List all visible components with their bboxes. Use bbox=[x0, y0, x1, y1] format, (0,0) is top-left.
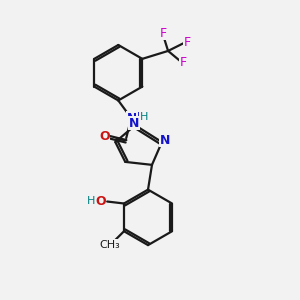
Text: H: H bbox=[137, 112, 145, 122]
Text: N: N bbox=[129, 117, 139, 130]
Text: N: N bbox=[127, 112, 137, 125]
Text: F: F bbox=[179, 56, 187, 69]
Text: N: N bbox=[160, 134, 170, 147]
Text: F: F bbox=[160, 27, 167, 40]
Text: H: H bbox=[140, 112, 148, 122]
Text: O: O bbox=[95, 195, 106, 208]
Text: F: F bbox=[183, 37, 190, 50]
Text: H: H bbox=[87, 196, 95, 206]
Text: CH₃: CH₃ bbox=[100, 240, 121, 250]
Text: O: O bbox=[99, 130, 110, 142]
